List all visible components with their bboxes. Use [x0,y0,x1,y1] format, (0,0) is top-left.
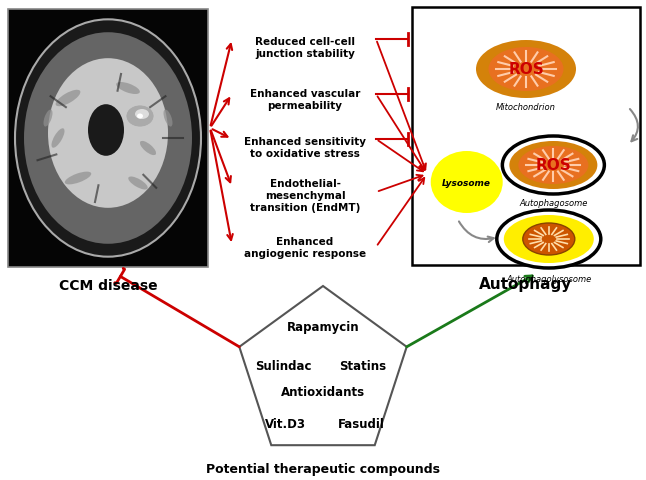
Text: Enhanced vascular
permeability: Enhanced vascular permeability [250,89,360,111]
Ellipse shape [15,20,201,257]
Ellipse shape [518,147,589,185]
Ellipse shape [126,106,154,128]
Bar [8,10,208,267]
Text: Reduced cell-cell
junction stability: Reduced cell-cell junction stability [255,37,355,59]
Text: Potential therapeutic compounds: Potential therapeutic compounds [206,463,440,476]
Text: CCM disease: CCM disease [59,278,158,292]
Text: Enhanced
angiogenic response: Enhanced angiogenic response [244,236,366,259]
Text: Sulindac: Sulindac [255,360,311,373]
Ellipse shape [503,137,605,194]
Ellipse shape [65,172,91,185]
Text: Antioxidants: Antioxidants [281,386,365,399]
Ellipse shape [56,91,80,107]
Ellipse shape [135,110,149,120]
Text: Mitochondrion: Mitochondrion [496,102,556,111]
Ellipse shape [88,105,124,156]
Ellipse shape [497,211,601,268]
Ellipse shape [488,48,563,92]
Ellipse shape [48,59,168,208]
Ellipse shape [137,114,143,119]
Ellipse shape [476,41,576,99]
Text: Fasudil: Fasudil [338,418,384,431]
Text: ROS: ROS [536,158,571,173]
Ellipse shape [43,110,52,127]
Ellipse shape [52,129,65,148]
Text: Rapamycin: Rapamycin [287,320,359,333]
Text: Endothelial-
mesenchymal
transition (EndMT): Endothelial- mesenchymal transition (End… [250,178,360,213]
Ellipse shape [509,142,598,190]
Text: Enhanced sensitivity
to oxidative stress: Enhanced sensitivity to oxidative stress [244,136,366,159]
Text: Vit.D3: Vit.D3 [264,418,306,431]
Text: Statins: Statins [339,360,386,373]
Text: Lysosome: Lysosome [443,178,491,187]
Text: Autophagosome: Autophagosome [519,199,588,208]
Ellipse shape [24,33,192,244]
Ellipse shape [163,110,172,127]
Ellipse shape [129,177,148,190]
Ellipse shape [504,216,594,264]
Ellipse shape [431,152,503,214]
Ellipse shape [116,83,140,95]
Bar [412,8,640,265]
Text: Autophagy: Autophagy [479,276,572,291]
Text: Autophagolysosome: Autophagolysosome [506,275,592,284]
Text: ROS: ROS [508,62,544,77]
Ellipse shape [140,142,156,156]
Ellipse shape [523,224,575,255]
